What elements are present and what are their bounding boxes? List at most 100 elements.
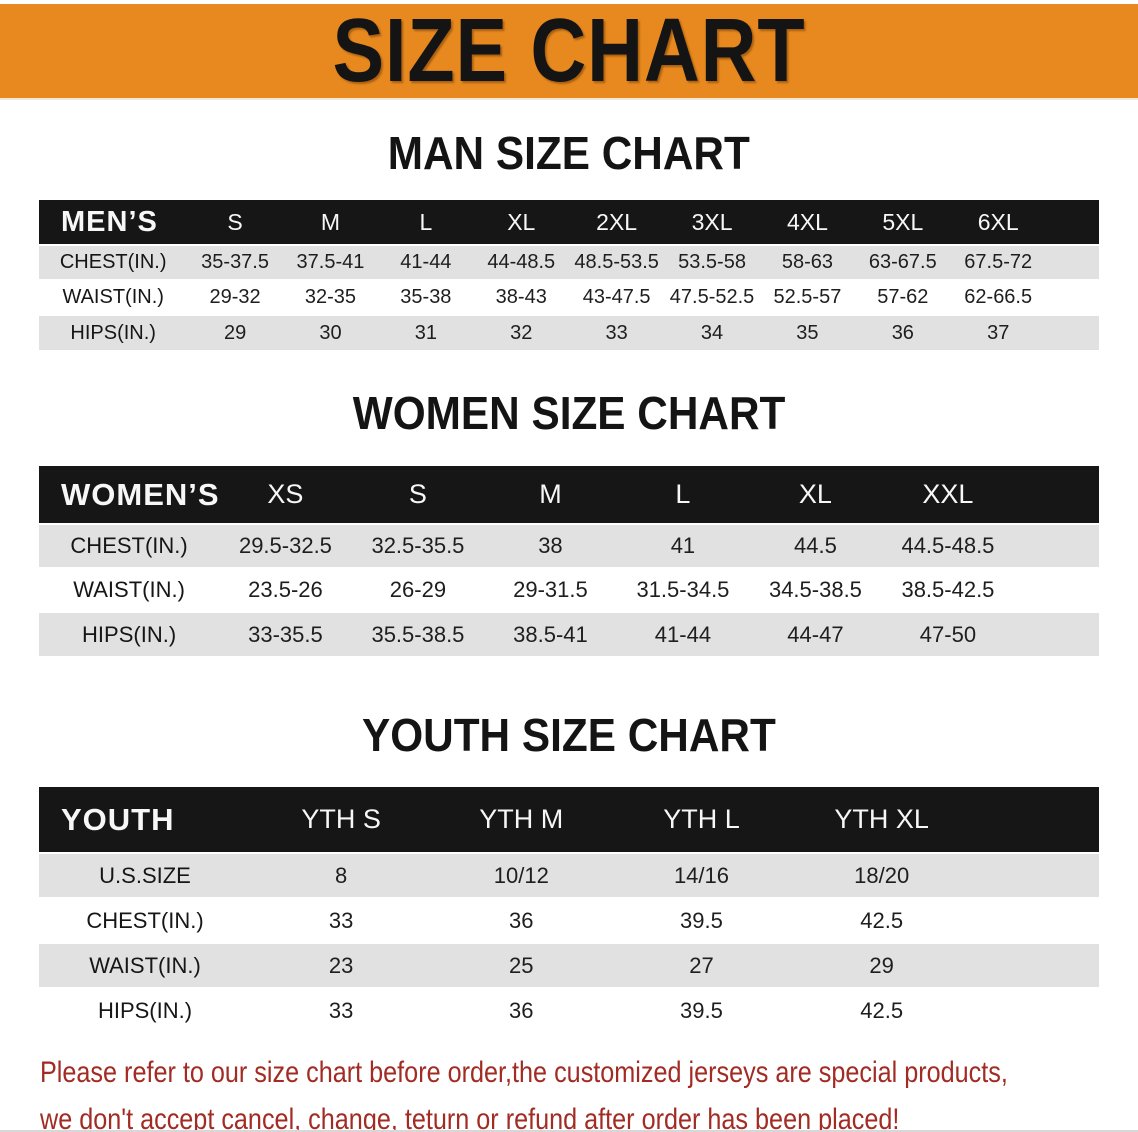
youth-section-heading-text: YOUTH SIZE CHART — [362, 709, 776, 761]
table-row: U.S.SIZE 8 10/12 14/16 18/20 — [39, 853, 1099, 898]
youth-size-table: YOUTH YTH S YTH M YTH L YTH XL U.S.SIZE 8 10/12… — [39, 787, 1099, 1033]
spacer-cell — [972, 988, 1099, 1033]
size-column-header: 5XL — [882, 208, 924, 235]
table-row: CHEST(IN.) 33 36 39.5 42.5 — [39, 898, 1099, 943]
spacer-cell — [972, 787, 1099, 853]
size-value: 44-47 — [787, 621, 844, 647]
spacer-cell — [1046, 315, 1099, 350]
size-column-header: 6XL — [977, 208, 1019, 235]
spacer-cell — [972, 898, 1099, 943]
size-value: 38 — [538, 533, 563, 558]
size-value: 41-44 — [400, 251, 452, 273]
size-column-header: YTH M — [479, 804, 564, 834]
size-value: 39.5 — [680, 907, 723, 933]
size-value: 34.5-38.5 — [768, 577, 862, 602]
size-value: 35.5-38.5 — [371, 621, 465, 647]
men-section-heading: MAN SIZE CHART — [0, 126, 1138, 180]
size-value: 23 — [328, 952, 354, 978]
spacer-cell — [1014, 524, 1099, 568]
banner: SIZE CHART — [0, 4, 1138, 100]
size-value: 29 — [869, 952, 894, 978]
size-value: 53.5-58 — [678, 251, 746, 273]
size-chart-page: SIZE CHART MAN SIZE CHART MEN’S S M L XL 2XL 3… — [0, 4, 1138, 1132]
size-column-header: M — [320, 208, 341, 235]
measure-label: U.S.SIZE — [99, 862, 191, 888]
size-value: 38-43 — [495, 286, 547, 308]
size-column-header: 4XL — [786, 208, 828, 235]
size-value: 29-32 — [209, 286, 261, 308]
size-value: 37 — [987, 321, 1010, 344]
size-value: 33 — [328, 907, 354, 933]
spacer-cell — [1046, 280, 1099, 315]
measure-label: HIPS(IN.) — [70, 321, 156, 344]
measure-label: HIPS(IN.) — [82, 621, 177, 647]
size-value: 18/20 — [854, 862, 910, 888]
size-value: 39.5 — [680, 998, 723, 1023]
size-column-header: XL — [798, 479, 832, 509]
spacer-cell — [1014, 568, 1099, 612]
table-header-row: YOUTH YTH S YTH M YTH L YTH XL — [39, 787, 1099, 853]
size-value: 31.5-34.5 — [636, 577, 730, 602]
table-group-label: MEN’S — [61, 205, 158, 238]
size-column-header: 2XL — [596, 208, 638, 235]
table-group-label: WOMEN’S — [61, 476, 220, 512]
measure-label: WAIST(IN.) — [73, 577, 185, 602]
size-value: 33 — [605, 321, 628, 344]
spacer-cell — [1014, 466, 1099, 524]
table-row: WAIST(IN.) 29-32 32-35 35-38 38-43 43-47.5 47.… — [39, 280, 1099, 315]
size-value: 26-29 — [389, 577, 447, 602]
size-value: 10/12 — [493, 862, 549, 888]
size-column-header: YTH S — [301, 804, 381, 834]
men-section-heading-text: MAN SIZE CHART — [387, 127, 751, 179]
size-column-header: L — [419, 208, 433, 235]
size-value: 41-44 — [654, 621, 712, 647]
size-value: 67.5-72 — [964, 251, 1033, 273]
table-row: CHEST(IN.) 29.5-32.5 32.5-35.5 38 41 44.5 44.5… — [39, 524, 1099, 568]
size-value: 36 — [891, 321, 914, 344]
youth-section-heading: YOUTH SIZE CHART — [0, 708, 1138, 762]
size-value: 44.5 — [794, 533, 837, 558]
size-column-header: YTH L — [663, 804, 740, 834]
size-column-header: YTH XL — [834, 804, 929, 834]
table-row: WAIST(IN.) 23 25 27 29 — [39, 943, 1099, 988]
table-header-row: WOMEN’S XS S M L XL XXL — [39, 466, 1099, 524]
disclaimer-line-2: we don't accept cancel, change, teturn o… — [40, 1103, 900, 1132]
size-value: 42.5 — [860, 998, 904, 1023]
spacer-cell — [1014, 612, 1099, 656]
table-row: HIPS(IN.) 29 30 31 32 33 34 35 36 37 — [39, 315, 1099, 350]
size-value: 63-67.5 — [868, 251, 937, 273]
measure-label: CHEST(IN.) — [59, 251, 167, 273]
spacer-cell — [972, 943, 1099, 988]
section-women: WOMEN SIZE CHART WOMEN’S XS S M L XL XXL CHEST(… — [0, 386, 1138, 656]
size-value: 35-37.5 — [201, 251, 269, 273]
size-value: 14/16 — [673, 862, 729, 888]
size-value: 34 — [700, 321, 724, 344]
size-value: 32-35 — [304, 286, 357, 308]
table-row: CHEST(IN.) 35-37.5 37.5-41 41-44 44-48.5 48.5… — [39, 245, 1099, 280]
size-value: 23.5-26 — [248, 577, 323, 602]
size-value: 37.5-41 — [296, 251, 365, 273]
size-value: 38.5-41 — [513, 621, 588, 647]
section-youth: YOUTH SIZE CHART YOUTH YTH S YTH M YTH L YTH… — [0, 708, 1138, 1033]
measure-label: CHEST(IN.) — [86, 907, 204, 933]
size-value: 35-38 — [400, 286, 452, 308]
table-header-row: MEN’S S M L XL 2XL 3XL 4XL 5XL 6XL — [39, 200, 1099, 245]
size-column-header: M — [539, 479, 562, 509]
table-row: HIPS(IN.) 33-35.5 35.5-38.5 38.5-41 41-44 44-… — [39, 612, 1099, 656]
size-column-header: 3XL — [691, 208, 733, 235]
banner-title: SIZE CHART — [332, 1, 806, 101]
size-value: 33-35.5 — [248, 621, 323, 647]
size-column-header: XL — [507, 208, 536, 235]
size-value: 33 — [328, 998, 354, 1023]
size-value: 32 — [510, 321, 533, 344]
size-value: 35 — [796, 321, 819, 344]
women-section-heading-text: WOMEN SIZE CHART — [352, 387, 786, 439]
spacer-cell — [972, 853, 1099, 898]
size-column-header: XXL — [922, 479, 974, 509]
size-value: 42.5 — [860, 907, 904, 933]
size-value: 30 — [319, 321, 342, 344]
size-value: 29 — [223, 321, 247, 344]
women-size-table: WOMEN’S XS S M L XL XXL CHEST(IN.) 29.5-32.5 32.5… — [39, 466, 1099, 656]
size-value: 25 — [509, 952, 534, 978]
table-row: WAIST(IN.) 23.5-26 26-29 29-31.5 31.5-34.5 34… — [39, 568, 1099, 612]
